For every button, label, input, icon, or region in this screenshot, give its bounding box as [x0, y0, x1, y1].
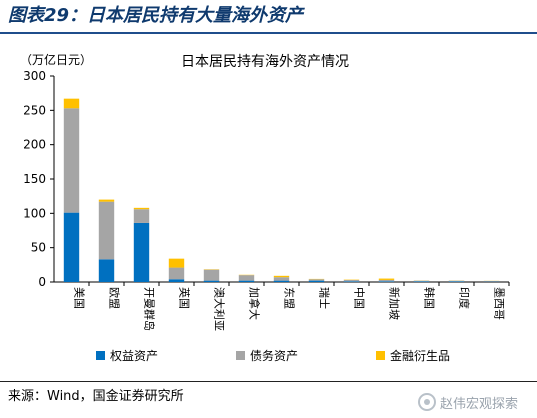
title-rule [0, 32, 537, 34]
legend: 权益资产 债务资产 金融衍生品 [96, 348, 450, 363]
bar-segment [238, 280, 255, 282]
legend-label: 债务资产 [250, 348, 298, 363]
bar-segment [168, 267, 185, 280]
bar-segment [238, 275, 255, 281]
y-tick-label: 100 [23, 206, 46, 220]
watermark-text: 赵伟宏观探索 [440, 396, 519, 412]
bar-segment [63, 212, 80, 282]
bar-segment [448, 281, 465, 282]
bar-segment [63, 108, 80, 213]
bar-segment [378, 278, 395, 280]
footer-rule [0, 381, 537, 382]
bar-segment [378, 281, 395, 282]
x-tick-label: 东盟 [283, 287, 296, 309]
bar-segment [413, 281, 430, 282]
x-tick-label: 印度 [458, 287, 472, 309]
figure-title: 图表29：日本居民持有大量海外资产 [8, 5, 304, 26]
legend-label: 权益资产 [110, 349, 158, 363]
x-tick-label: 开曼群岛 [143, 287, 157, 331]
x-tick-label: 加拿大 [248, 287, 262, 320]
legend-swatch [96, 351, 105, 360]
plot-area: 0 50 100 150 200 250 300 美国 欧盟 开曼群岛 英国 澳大利亚 加拿大 东盟 瑞士中… [23, 69, 510, 331]
source-note: 来源：Wind，国金证券研究所 [8, 389, 184, 404]
bar-segment [378, 279, 395, 282]
bar-segment [98, 199, 115, 202]
bar-segment [483, 280, 500, 282]
y-tick-label: 150 [23, 172, 46, 186]
y-tick-label: 250 [23, 103, 46, 117]
bar-segment [98, 259, 115, 282]
legend-swatch [236, 351, 245, 360]
bar-segment [133, 222, 150, 282]
x-tick-label: 英国 [178, 287, 192, 309]
bar-segment [343, 281, 360, 282]
y-tick-label: 50 [31, 241, 46, 255]
bar-segment [273, 280, 290, 282]
bar-segment [413, 280, 430, 282]
bar-segment [308, 280, 325, 282]
bar-segment [98, 201, 115, 260]
bar-segment [448, 280, 465, 282]
x-tick-label: 瑞士 [318, 287, 332, 309]
bar-segment [273, 275, 290, 278]
x-tick-label: 新加坡 [388, 287, 402, 320]
x-tick-label: 韩国 [423, 287, 437, 309]
bar-segment [343, 279, 360, 282]
x-tick-label: 中国 [353, 287, 366, 309]
legend-label: 金融衍生品 [390, 348, 450, 363]
y-tick-label: 200 [23, 138, 46, 152]
bar-segment [308, 279, 325, 281]
bar-segment [63, 98, 80, 109]
x-tick-label: 美国 [73, 287, 86, 309]
bar-segment [273, 277, 290, 281]
x-tick-label: 欧盟 [108, 287, 121, 309]
bar-segment [168, 279, 185, 282]
stacked-bar-chart: 日本居民持有海外资产情况 （万亿日元） 0 50 100 150 200 250 300 美国… [20, 52, 510, 363]
chart-title: 日本居民持有海外资产情况 [181, 54, 349, 70]
x-tick-label: 澳大利亚 [213, 287, 227, 331]
unit-label: （万亿日元） [20, 52, 92, 67]
y-tick-label: 300 [23, 69, 46, 83]
bar-segment [203, 269, 220, 281]
legend-swatch [376, 351, 385, 360]
y-tick-label: 0 [38, 275, 46, 289]
watermark: 赵伟宏观探索 [418, 390, 530, 414]
bar-segment [133, 209, 150, 223]
bar-segment [168, 258, 185, 268]
bar-segment [133, 207, 150, 210]
wechat-channel-icon [418, 393, 436, 411]
x-tick-label: 墨西哥 [493, 287, 506, 320]
bar-segment [203, 280, 220, 282]
